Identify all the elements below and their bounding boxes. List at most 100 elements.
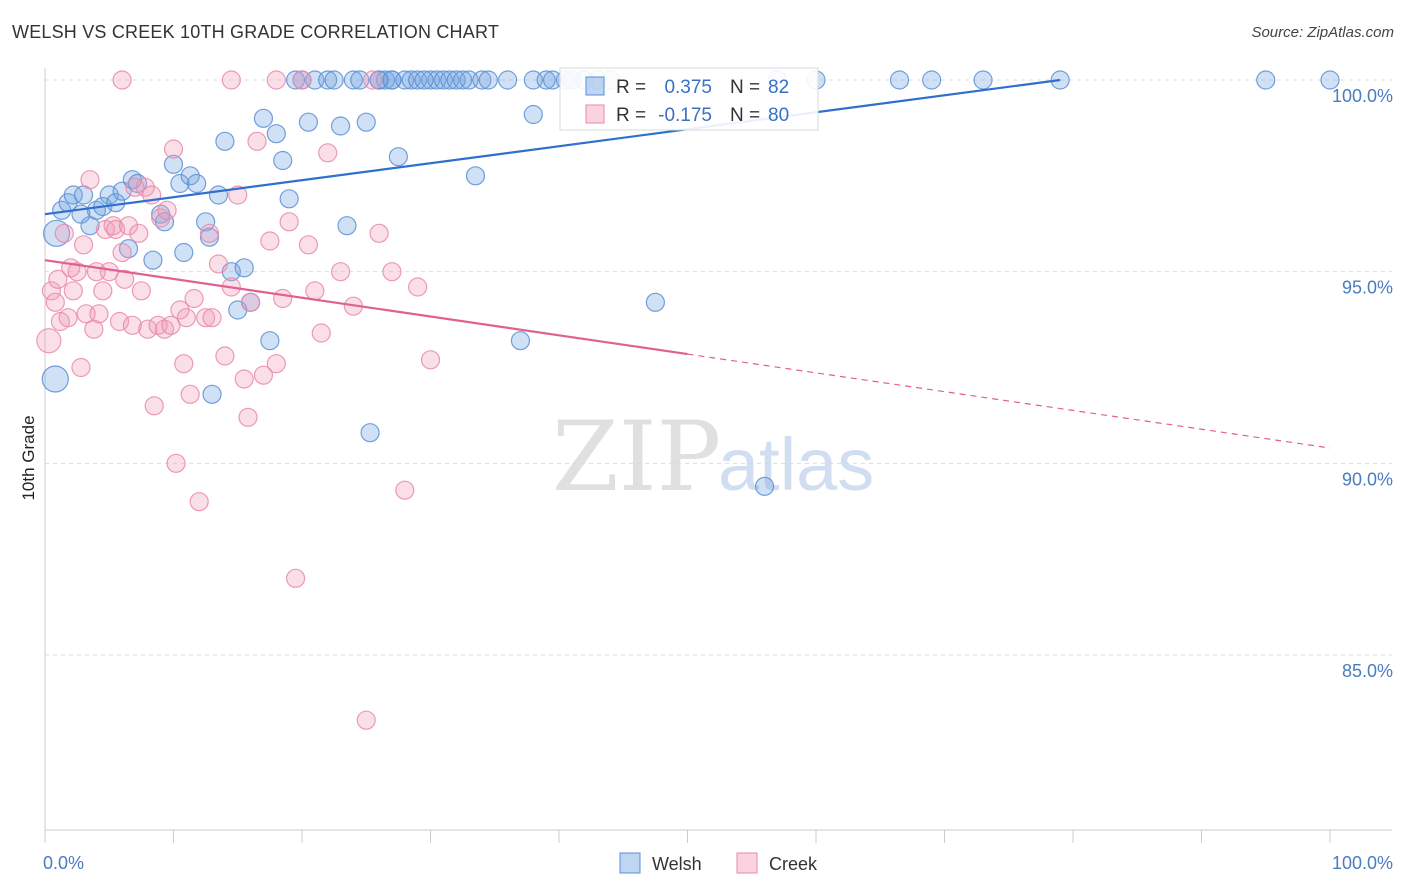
creek-point[interactable] xyxy=(318,143,338,163)
welsh-point[interactable] xyxy=(42,219,71,247)
welsh-point[interactable] xyxy=(298,112,319,132)
creek-point[interactable] xyxy=(330,262,351,282)
creek-point[interactable] xyxy=(176,308,196,328)
welsh-point[interactable] xyxy=(187,173,207,194)
creek-point[interactable] xyxy=(238,407,258,427)
welsh-point[interactable] xyxy=(453,70,473,90)
welsh-point[interactable] xyxy=(472,70,492,90)
welsh-point[interactable] xyxy=(360,423,380,443)
creek-point[interactable] xyxy=(138,319,158,339)
creek-point[interactable] xyxy=(89,304,109,324)
welsh-point[interactable] xyxy=(154,212,175,232)
welsh-point[interactable] xyxy=(99,185,119,205)
creek-point[interactable] xyxy=(106,219,126,240)
welsh-point[interactable] xyxy=(536,70,556,90)
creek-point[interactable] xyxy=(408,277,428,297)
welsh-point[interactable] xyxy=(41,365,69,393)
creek-point[interactable] xyxy=(298,235,319,255)
welsh-point[interactable] xyxy=(196,212,216,232)
creek-point[interactable] xyxy=(228,185,248,205)
creek-point[interactable] xyxy=(174,354,194,374)
welsh-point[interactable] xyxy=(337,216,357,236)
creek-point[interactable] xyxy=(369,223,389,243)
welsh-point[interactable] xyxy=(266,124,286,144)
welsh-point[interactable] xyxy=(170,173,190,194)
welsh-point[interactable] xyxy=(273,150,293,171)
creek-point[interactable] xyxy=(115,269,135,289)
creek-point[interactable] xyxy=(266,70,286,90)
creek-point[interactable] xyxy=(253,365,274,385)
welsh-point[interactable] xyxy=(922,70,942,90)
welsh-point[interactable] xyxy=(174,242,194,263)
welsh-point[interactable] xyxy=(889,70,910,90)
creek-point[interactable] xyxy=(202,308,222,328)
welsh-point[interactable] xyxy=(343,70,363,90)
creek-point[interactable] xyxy=(36,328,62,354)
creek-point[interactable] xyxy=(131,281,151,301)
creek-point[interactable] xyxy=(67,262,87,282)
creek-point[interactable] xyxy=(58,308,78,328)
creek-point[interactable] xyxy=(241,292,261,312)
welsh-point[interactable] xyxy=(330,116,351,136)
creek-point[interactable] xyxy=(247,131,267,151)
creek-point[interactable] xyxy=(215,346,235,366)
creek-point[interactable] xyxy=(234,369,254,389)
creek-point[interactable] xyxy=(163,139,184,159)
welsh-point[interactable] xyxy=(523,104,543,125)
creek-point[interactable] xyxy=(41,281,62,301)
welsh-point[interactable] xyxy=(202,384,222,404)
creek-point[interactable] xyxy=(80,170,100,190)
welsh-point[interactable] xyxy=(498,70,518,90)
creek-point[interactable] xyxy=(135,177,155,197)
creek-point[interactable] xyxy=(395,480,415,500)
creek-point[interactable] xyxy=(122,315,142,335)
creek-point[interactable] xyxy=(196,308,216,328)
welsh-point[interactable] xyxy=(324,70,344,90)
creek-point[interactable] xyxy=(63,281,83,301)
creek-point[interactable] xyxy=(125,177,145,197)
creek-point[interactable] xyxy=(199,223,220,243)
welsh-point[interactable] xyxy=(279,189,299,209)
creek-point[interactable] xyxy=(363,70,383,90)
creek-point[interactable] xyxy=(54,223,74,243)
creek-point[interactable] xyxy=(144,396,164,416)
welsh-point[interactable] xyxy=(208,185,229,205)
welsh-point[interactable] xyxy=(478,70,498,90)
welsh-point[interactable] xyxy=(645,292,665,312)
creek-point[interactable] xyxy=(279,212,299,232)
creek-point[interactable] xyxy=(71,357,91,378)
welsh-point[interactable] xyxy=(285,70,306,90)
creek-point[interactable] xyxy=(112,70,132,90)
creek-point[interactable] xyxy=(180,384,200,404)
creek-point[interactable] xyxy=(161,315,181,335)
creek-point[interactable] xyxy=(273,288,293,309)
welsh-point[interactable] xyxy=(1320,70,1340,90)
creek-point[interactable] xyxy=(118,216,139,236)
creek-point[interactable] xyxy=(189,492,209,512)
welsh-point[interactable] xyxy=(143,250,163,270)
creek-point[interactable] xyxy=(157,200,177,220)
welsh-point[interactable] xyxy=(163,154,184,174)
creek-point[interactable] xyxy=(45,292,65,312)
creek-point[interactable] xyxy=(184,288,204,309)
creek-point[interactable] xyxy=(292,70,312,90)
creek-point[interactable] xyxy=(266,354,286,374)
welsh-point[interactable] xyxy=(356,112,376,132)
welsh-point[interactable] xyxy=(465,166,486,186)
welsh-point[interactable] xyxy=(973,70,993,90)
welsh-point[interactable] xyxy=(215,131,235,151)
creek-point[interactable] xyxy=(382,262,402,282)
welsh-point[interactable] xyxy=(234,258,254,278)
creek-point[interactable] xyxy=(151,208,171,228)
creek-point[interactable] xyxy=(166,453,186,473)
welsh-point[interactable] xyxy=(388,147,408,167)
welsh-point[interactable] xyxy=(63,185,83,205)
creek-point[interactable] xyxy=(208,254,229,274)
welsh-point[interactable] xyxy=(253,108,274,128)
creek-point[interactable] xyxy=(221,70,241,90)
creek-point[interactable] xyxy=(129,223,149,243)
creek-point[interactable] xyxy=(48,269,68,289)
welsh-point[interactable] xyxy=(260,331,280,351)
welsh-point[interactable] xyxy=(1256,70,1276,90)
creek-point[interactable] xyxy=(305,281,325,301)
